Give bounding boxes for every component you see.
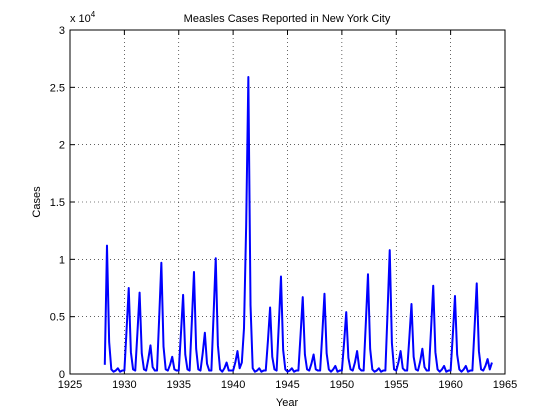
x-axis-label: Year bbox=[276, 397, 299, 409]
y-tick-label: 3 bbox=[59, 25, 65, 37]
plot-frame bbox=[69, 29, 506, 375]
x-tick-label: 1950 bbox=[330, 379, 354, 391]
x-tick-label: 1955 bbox=[384, 379, 408, 391]
data-line bbox=[103, 76, 493, 373]
x-tick-label: 1930 bbox=[112, 379, 136, 391]
y-multiplier-exponent: 4 bbox=[91, 10, 96, 19]
chart-title: Measles Cases Reported in New York City bbox=[184, 13, 391, 25]
y-tick-label: 1.5 bbox=[50, 197, 65, 209]
x-tick-label: 1945 bbox=[275, 379, 299, 391]
x-tick-label: 1960 bbox=[438, 379, 462, 391]
y-multiplier: x 104 bbox=[70, 10, 96, 25]
x-tick-label: 1940 bbox=[221, 379, 245, 391]
y-axis-label: Cases bbox=[31, 186, 43, 218]
x-tick-label: 1935 bbox=[167, 379, 191, 391]
y-tick-label: 2 bbox=[59, 140, 65, 152]
y-tick-label: 1 bbox=[59, 254, 65, 266]
y-tick-label: 0.5 bbox=[50, 312, 65, 324]
x-tick-label: 1965 bbox=[493, 379, 517, 391]
x-tick-label: 1925 bbox=[58, 379, 82, 391]
y-tick-label: 0 bbox=[59, 369, 65, 381]
y-tick-label: 2.5 bbox=[50, 82, 65, 94]
y-multiplier-base: x 10 bbox=[70, 13, 91, 25]
